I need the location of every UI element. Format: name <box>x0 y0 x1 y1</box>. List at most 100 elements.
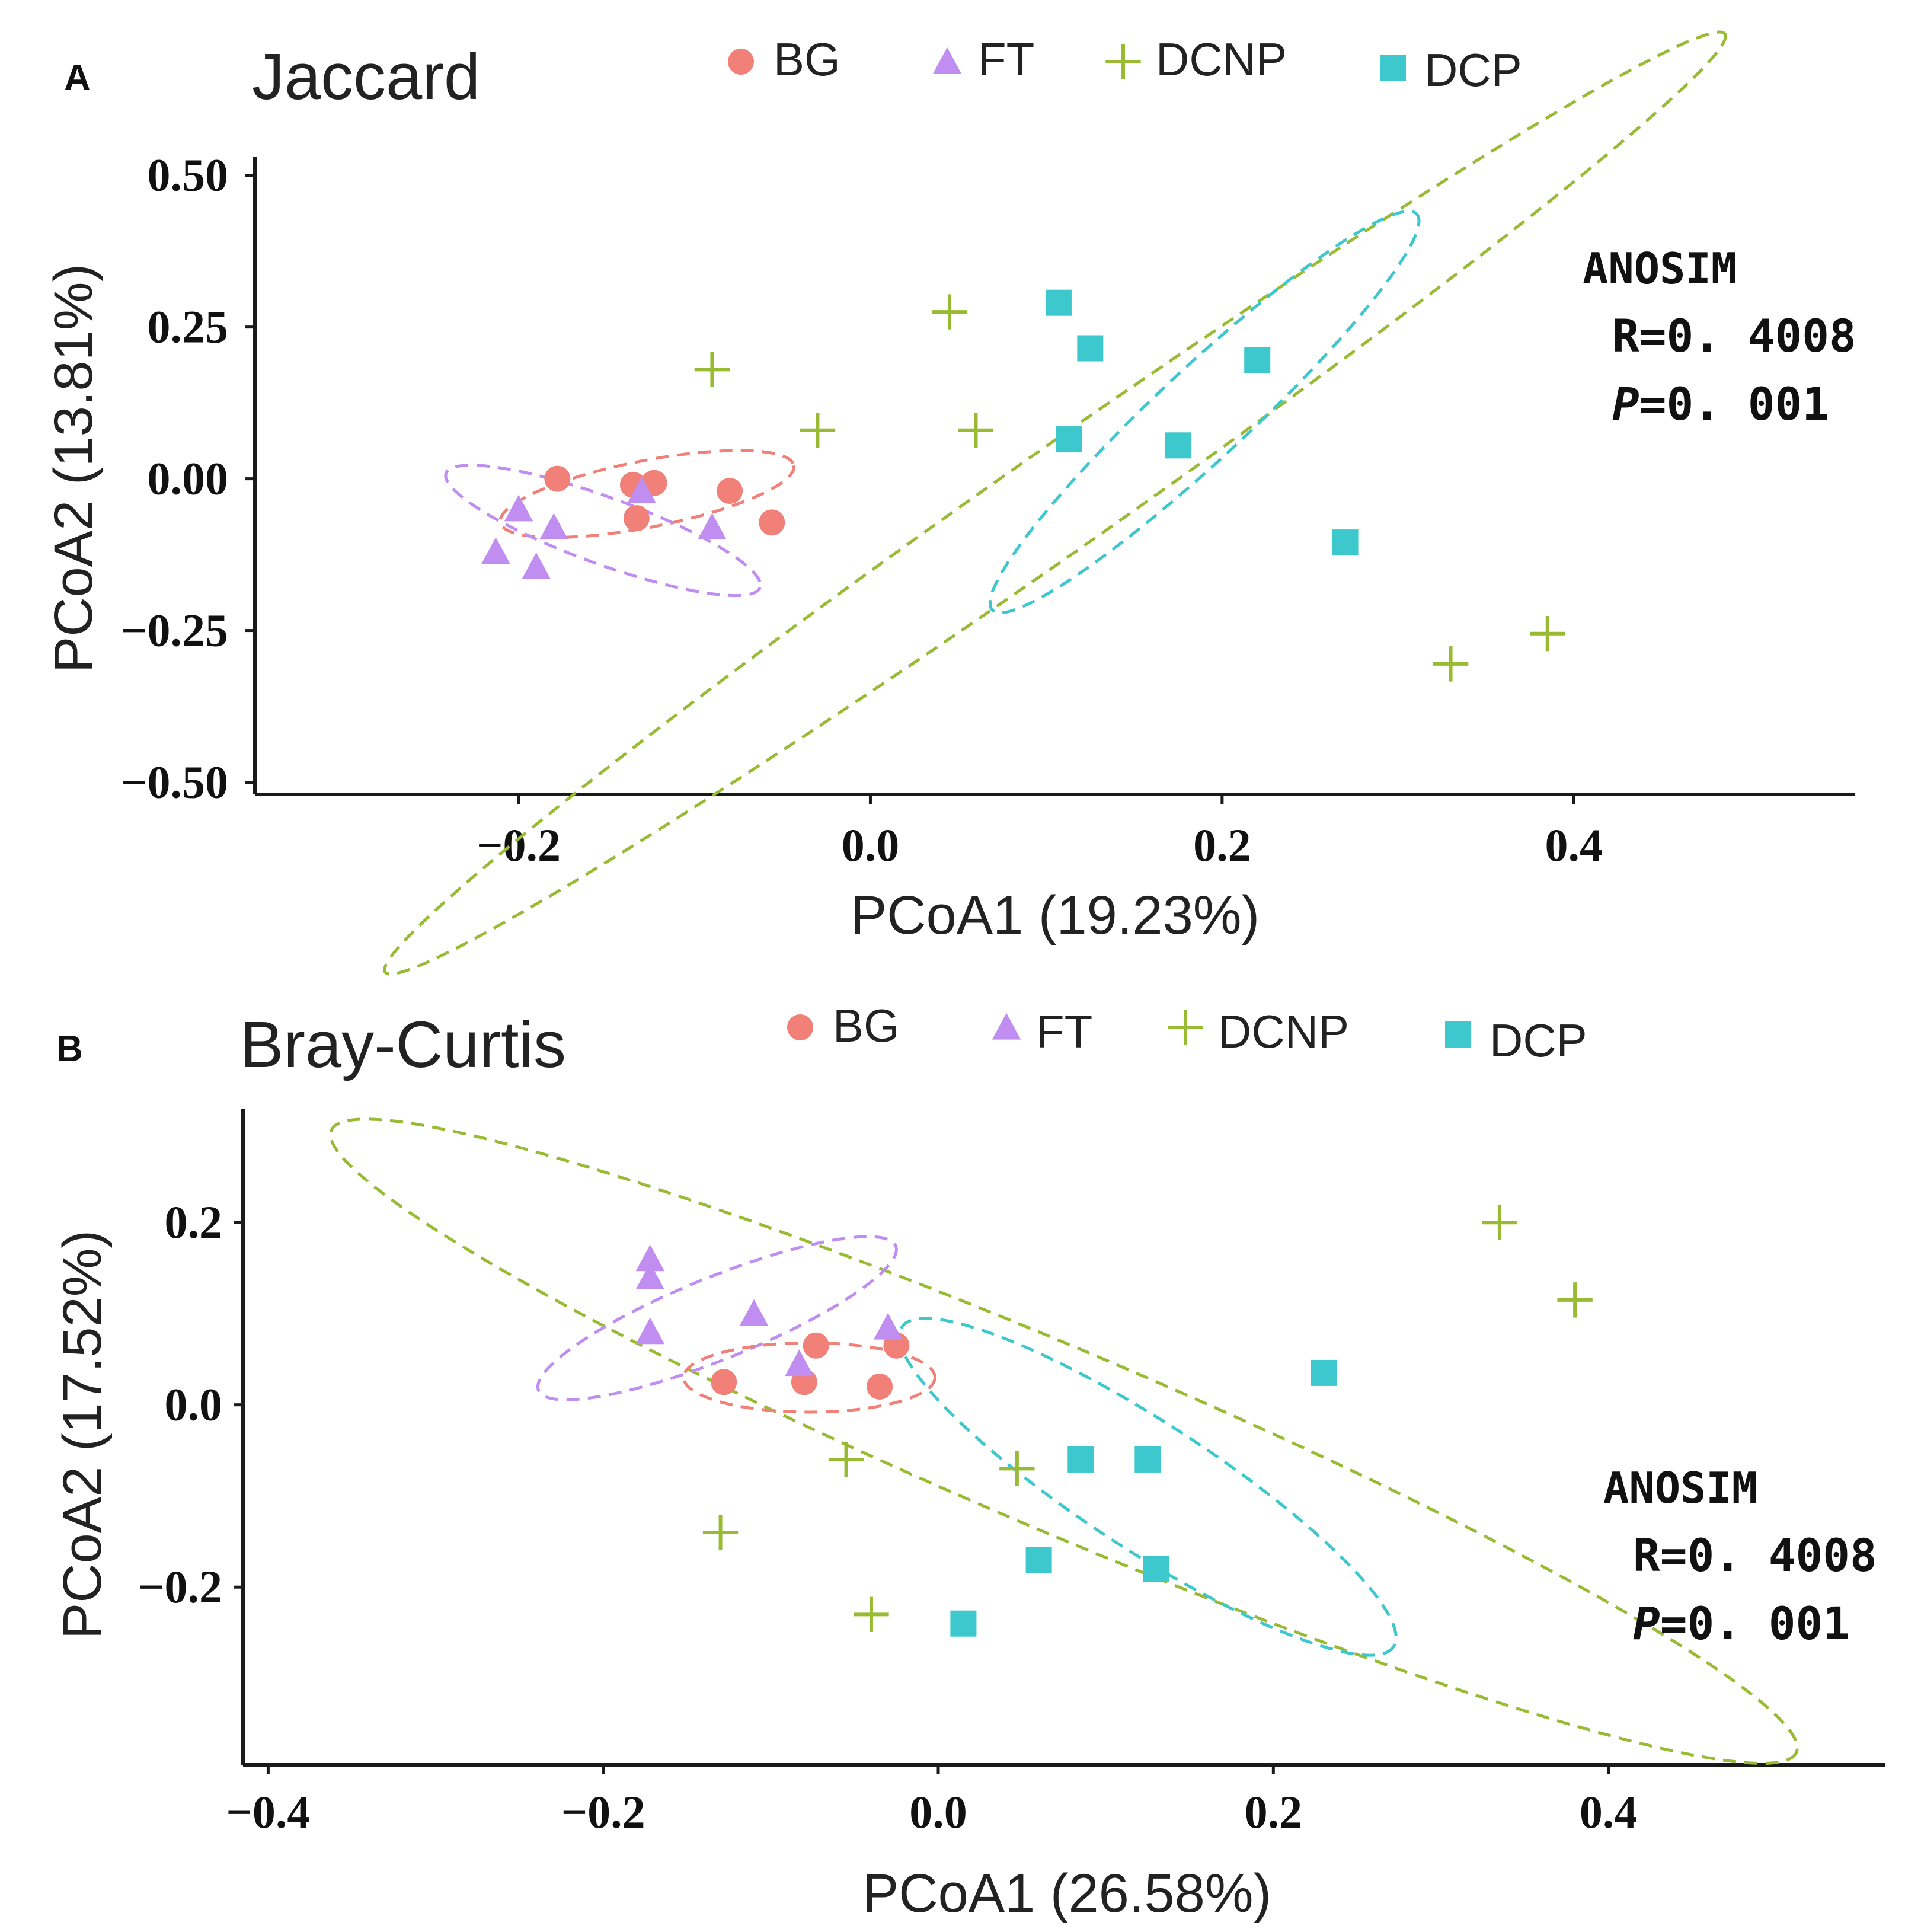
ellipse-dcp <box>988 209 1421 615</box>
legend-symbol-dcp <box>1445 1021 1471 1048</box>
legend-symbol-ft <box>992 1013 1021 1040</box>
y-axis-a: 0.50 0.25 0.00 −0.25 −0.50 <box>121 149 255 808</box>
legend-marker-ft <box>932 47 962 74</box>
legend-symbol-bg <box>787 1014 813 1040</box>
point-dcp <box>950 1610 977 1637</box>
ellipses-b <box>329 1117 1799 1765</box>
legend-label-bg: BG <box>773 33 840 85</box>
point-bg <box>717 478 743 504</box>
point-ft <box>874 1313 903 1340</box>
x-tick-label: 0.2 <box>1193 819 1251 871</box>
point-dcnp <box>1530 615 1565 652</box>
point-dcp <box>1077 335 1104 362</box>
point-ft <box>539 513 568 540</box>
point-ft <box>698 513 727 540</box>
panel-b: B Bray-Curtis BG FT DCNP DCP −0.4 −0.2 0… <box>52 999 1885 1924</box>
ellipse-dcnp <box>383 30 1727 976</box>
point-ft <box>522 552 551 579</box>
y-tick-label: 0.50 <box>148 149 229 201</box>
x-tick-label: −0.2 <box>561 1786 645 1838</box>
point-dcnp <box>1482 1205 1517 1240</box>
point-dcnp <box>1433 646 1469 682</box>
y-tick-label: −0.25 <box>121 605 228 656</box>
point-dcp <box>1025 1547 1052 1573</box>
point-bg <box>803 1332 829 1359</box>
point-dcnp <box>694 352 730 388</box>
x-axis-title-a: PCoA1 (19.23%) <box>851 885 1260 946</box>
legend-label-dcp: DCP <box>1424 44 1522 96</box>
legend-label-ft: FT <box>978 33 1034 85</box>
legend-marker-dcnp <box>1105 44 1141 79</box>
point-dcp <box>1067 1446 1094 1473</box>
ellipse-dcp <box>897 1317 1398 1657</box>
y-tick-label: 0.00 <box>148 453 229 504</box>
y-tick-label: 0.2 <box>165 1196 223 1248</box>
ellipse-dcnp <box>329 1117 1799 1765</box>
legend-label-dcnp: DCNP <box>1156 33 1287 85</box>
point-dcp <box>1311 1359 1337 1386</box>
y-axis-title-b: PCoA2 (17.52%) <box>52 1230 113 1639</box>
x-tick-label: −0.4 <box>226 1786 310 1838</box>
point-bg <box>623 505 650 532</box>
point-ft <box>627 476 656 503</box>
points-a <box>481 289 1565 682</box>
anosim-annotation-a: ANOSIM R=0. 4008 P=0. 001 <box>1583 244 1856 430</box>
point-dcnp <box>800 413 836 448</box>
point-dcp <box>1134 1446 1161 1473</box>
point-dcp <box>1143 1556 1169 1582</box>
y-tick-label: −0.50 <box>121 756 228 808</box>
point-dcp <box>1045 289 1072 316</box>
point-dcnp <box>958 413 994 448</box>
point-dcnp <box>854 1596 889 1633</box>
point-bg <box>544 465 571 492</box>
legend-a: BG FT DCNP DCP <box>728 33 1522 96</box>
anosim-title: ANOSIM <box>1583 244 1737 293</box>
legend-label-bg: BG <box>833 999 900 1052</box>
legend-label-dcp: DCP <box>1490 1014 1587 1066</box>
anosim-annotation-b: ANOSIM R=0. 4008 P=0. 001 <box>1603 1463 1877 1650</box>
legend-b: BG FT DCNP DCP <box>787 999 1587 1066</box>
legend-symbol-dcnp <box>1105 44 1141 79</box>
point-dcnp <box>932 294 967 330</box>
point-ft <box>739 1299 769 1326</box>
p-number: =0. 001 <box>1639 378 1829 430</box>
panel-label-a: A <box>64 58 91 98</box>
legend-symbol-dcnp <box>1168 1010 1203 1045</box>
point-ft <box>785 1349 814 1377</box>
point-bg <box>711 1369 737 1395</box>
p-number: =0. 001 <box>1660 1597 1850 1650</box>
anosim-r-value: R=0. 4008 <box>1612 309 1856 362</box>
p-symbol: P <box>1612 378 1639 430</box>
y-axis-b: 0.2 0.0 −0.2 <box>138 1196 243 1612</box>
x-tick-label: 0.0 <box>909 1786 967 1838</box>
legend-marker-dcp <box>1380 55 1406 81</box>
point-dcnp <box>1557 1282 1593 1318</box>
x-tick-label: 0.0 <box>842 819 900 871</box>
ellipses-a <box>383 30 1727 976</box>
p-symbol: P <box>1633 1597 1660 1650</box>
legend-marker-bg <box>787 1014 813 1040</box>
legend-label-dcnp: DCNP <box>1218 1005 1349 1058</box>
point-ft <box>635 1317 665 1345</box>
point-dcnp <box>999 1451 1035 1487</box>
point-dcp <box>1332 529 1359 556</box>
x-axis-title-b: PCoA1 (26.58%) <box>862 1863 1271 1924</box>
ellipse-ft <box>444 464 762 598</box>
point-ft <box>635 1263 665 1290</box>
legend-symbol-ft <box>932 47 962 74</box>
point-dcnp <box>702 1515 739 1550</box>
points-b <box>635 1205 1593 1637</box>
panel-a: A Jaccard BG FT DCNP DCP −0.2 0.0 0.2 0.… <box>43 30 1856 976</box>
chart-title-a: Jaccard <box>252 40 480 113</box>
point-ft <box>635 1244 665 1272</box>
x-tick-label: 0.4 <box>1545 819 1603 871</box>
legend-marker-ft <box>992 1013 1021 1040</box>
x-axis-a: −0.2 0.0 0.2 0.4 <box>477 794 1603 871</box>
point-dcp <box>1165 432 1191 459</box>
legend-marker-dcnp <box>1168 1010 1203 1045</box>
point-ft <box>481 537 510 564</box>
point-dcnp <box>828 1442 864 1477</box>
legend-label-ft: FT <box>1036 1005 1092 1058</box>
ellipse-ft <box>536 1235 898 1401</box>
